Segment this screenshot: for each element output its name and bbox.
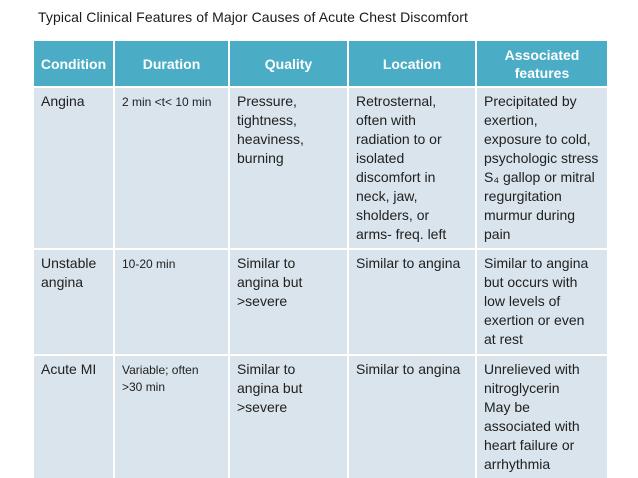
column-header-condition: Condition: [32, 39, 115, 88]
column-header-quality: Quality: [228, 39, 349, 88]
cell-acutemi-quality: Similar to angina but >severe: [228, 354, 349, 478]
cell-unstable-condition: Unstable angina: [32, 248, 115, 356]
cell-angina-duration: 2 min <t< 10 min: [113, 86, 230, 250]
cell-unstable-quality: Similar to angina but >severe: [228, 248, 349, 356]
column-header-duration: Duration: [113, 39, 230, 88]
table-row-unstable-angina: Unstable angina 10-20 min Similar to ang…: [32, 248, 609, 356]
table-header-row: Condition Duration Quality Location Asso…: [32, 39, 609, 88]
cell-unstable-duration: 10-20 min: [113, 248, 230, 356]
column-header-associated-features: Associated features: [475, 39, 609, 88]
cell-angina-location: Retrosternal, often with radiation to or…: [347, 86, 477, 250]
cell-angina-condition: Angina: [32, 86, 115, 250]
cell-acutemi-duration: Variable; often >30 min: [113, 354, 230, 478]
cell-angina-associated: Precipitated by exertion, exposure to co…: [475, 86, 609, 250]
cell-unstable-associated: Similar to angina but occurs with low le…: [475, 248, 609, 356]
page-title: Typical Clinical Features of Major Cause…: [38, 9, 468, 25]
cell-acutemi-associated: Unrelieved with nitroglycerin May be ass…: [475, 354, 609, 478]
column-header-location: Location: [347, 39, 477, 88]
cell-acutemi-location: Similar to angina: [347, 354, 477, 478]
clinical-features-table: Condition Duration Quality Location Asso…: [32, 39, 609, 478]
cell-acutemi-condition: Acute MI: [32, 354, 115, 478]
cell-angina-quality: Pressure, tightness, heaviness, burning: [228, 86, 349, 250]
table-row-angina: Angina 2 min <t< 10 min Pressure, tightn…: [32, 86, 609, 250]
table-row-acute-mi: Acute MI Variable; often >30 min Similar…: [32, 354, 609, 478]
cell-unstable-location: Similar to angina: [347, 248, 477, 356]
